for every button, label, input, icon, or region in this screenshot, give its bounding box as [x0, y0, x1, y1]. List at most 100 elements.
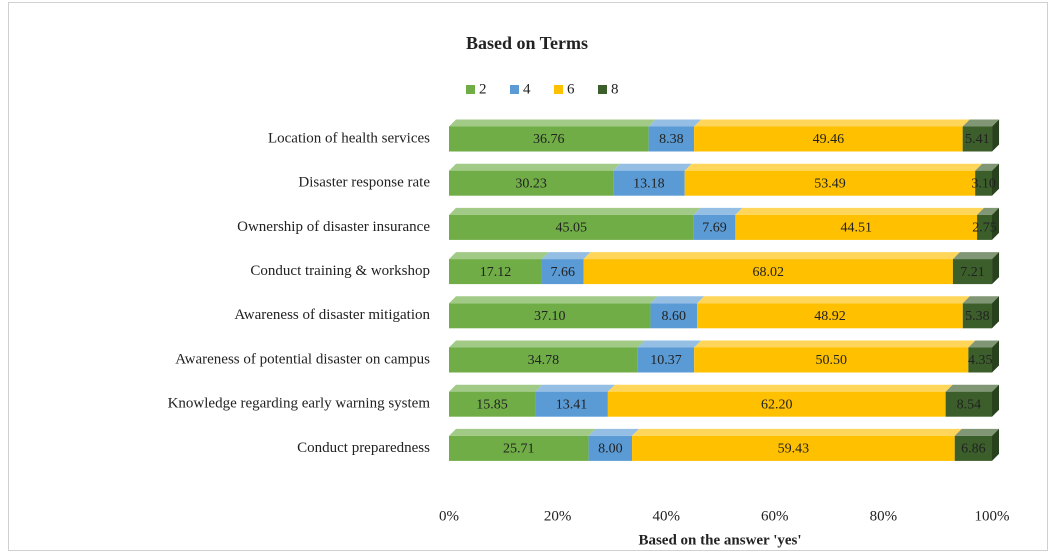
bar	[684, 170, 976, 196]
bar-top	[449, 207, 701, 215]
bar-top	[535, 384, 615, 392]
value-label: 5.41	[965, 132, 990, 147]
bar-top	[632, 428, 962, 436]
bar-top	[962, 296, 999, 304]
bar	[449, 170, 614, 196]
bar	[588, 435, 633, 461]
bar-top	[449, 163, 621, 171]
value-label: 68.02	[752, 265, 784, 280]
bar	[954, 435, 992, 461]
category-label: Location of health services	[268, 130, 430, 146]
bar-top	[693, 207, 743, 215]
bar	[449, 303, 651, 329]
value-label: 53.49	[814, 176, 846, 191]
value-label: 59.43	[778, 442, 810, 457]
value-label: 8.54	[957, 397, 982, 412]
legend-label: 8	[611, 81, 619, 97]
bar-top	[449, 340, 645, 348]
value-label: 5.38	[965, 309, 990, 324]
category-label: Awareness of potential disaster on campu…	[175, 351, 430, 367]
x-tick-label: 20%	[544, 508, 572, 524]
bar	[449, 126, 649, 152]
bar-side	[992, 296, 999, 329]
bar	[449, 391, 536, 417]
bar-top	[952, 252, 1000, 260]
value-label: 8.60	[662, 309, 687, 324]
bar	[650, 303, 698, 329]
legend-swatch	[598, 85, 607, 94]
bar	[449, 259, 542, 285]
value-label: 48.92	[814, 309, 846, 324]
bar-side	[992, 340, 999, 373]
value-label: 30.23	[515, 176, 547, 191]
bar-top	[613, 163, 692, 171]
bar-top	[954, 428, 999, 436]
bar	[735, 214, 978, 240]
bar-side	[992, 119, 1000, 152]
bar	[449, 214, 694, 240]
bar	[541, 259, 584, 285]
bar-side	[992, 207, 999, 240]
category-label: Awareness of disaster mitigation	[234, 307, 430, 323]
bar-top	[583, 252, 960, 260]
value-label: 7.69	[702, 221, 727, 236]
bar-top	[945, 384, 999, 392]
bar	[952, 259, 993, 285]
bar-top	[650, 296, 705, 304]
legend-swatch	[466, 85, 475, 94]
bar-top	[968, 340, 999, 348]
bar-side	[992, 384, 999, 417]
bar	[962, 303, 992, 329]
category-label: Disaster response rate	[298, 175, 430, 191]
bar-top	[735, 207, 985, 215]
x-axis-title: Based on the answer 'yes'	[638, 532, 801, 548]
value-label: 7.66	[551, 265, 576, 280]
value-label: 13.18	[633, 176, 665, 191]
value-label: 8.00	[598, 442, 623, 457]
bar	[583, 259, 953, 285]
bar-side	[992, 252, 1000, 285]
chart-title: Based on Terms	[466, 33, 588, 53]
bar-side	[992, 428, 999, 461]
value-label: 45.05	[556, 221, 588, 236]
value-label: 44.51	[840, 221, 872, 236]
bar	[607, 391, 946, 417]
bar-top	[607, 384, 953, 392]
legend-label: 6	[567, 81, 575, 97]
value-label: 37.10	[534, 309, 566, 324]
bar	[968, 347, 992, 373]
bar	[697, 303, 963, 329]
bar-top	[977, 207, 999, 215]
bar	[962, 126, 993, 152]
bar	[945, 391, 992, 417]
value-label: 17.12	[480, 265, 512, 280]
value-label: 2.75	[972, 221, 997, 236]
value-label: 13.41	[556, 397, 588, 412]
legend-swatch	[554, 85, 563, 94]
bar	[694, 126, 963, 152]
x-tick-label: 40%	[652, 508, 680, 524]
category-label: Ownership of disaster insurance	[237, 219, 430, 235]
bar	[693, 214, 736, 240]
value-label: 34.78	[528, 353, 560, 368]
category-label: Conduct training & workshop	[250, 263, 430, 279]
bar	[613, 170, 685, 196]
bar-top	[975, 163, 999, 171]
bar-top	[449, 428, 596, 436]
bar	[648, 126, 695, 152]
bar-top	[449, 252, 549, 260]
bar-top	[449, 296, 658, 304]
x-tick-label: 0%	[439, 508, 459, 524]
bar	[449, 435, 589, 461]
value-label: 15.85	[476, 397, 508, 412]
value-label: 62.20	[761, 397, 793, 412]
bar-top	[588, 428, 640, 436]
bar-side	[992, 163, 999, 196]
bar-top	[648, 119, 702, 127]
legend-label: 2	[479, 81, 487, 97]
value-label: 36.76	[533, 132, 565, 147]
x-tick-label: 60%	[761, 508, 789, 524]
bar-top	[694, 340, 976, 348]
value-label: 6.86	[961, 442, 986, 457]
